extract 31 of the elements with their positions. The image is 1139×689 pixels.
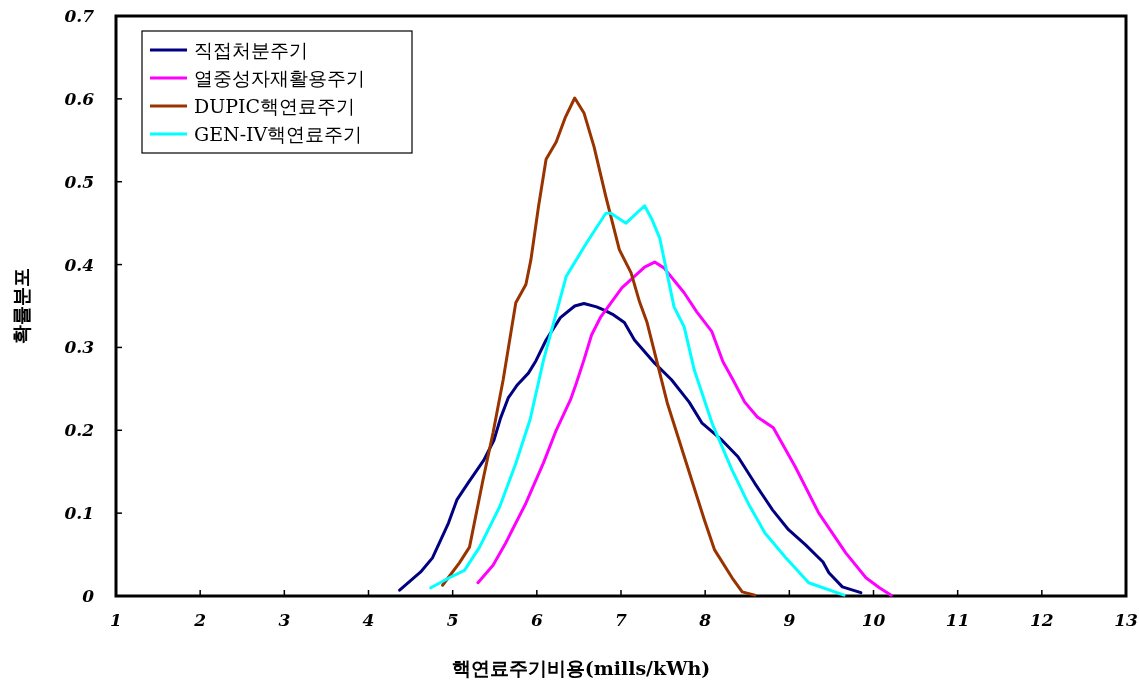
y-tick-label: 0.2 (64, 420, 95, 441)
line-series (398, 302, 863, 595)
line-series (429, 204, 846, 597)
x-tick-label: 4 (362, 610, 375, 630)
y-tick-label: 0.6 (64, 88, 95, 109)
x-tick-label: 7 (615, 610, 628, 630)
y-tick-label: 0.7 (64, 6, 95, 26)
x-tick-label: 1 (110, 610, 122, 630)
y-tick-label: 0.5 (64, 171, 94, 192)
line-series (441, 96, 757, 597)
y-tick-label: 0 (82, 586, 95, 606)
legend-label: DUPIC핵연료주기 (194, 95, 356, 117)
y-tick-label: 0.1 (64, 503, 94, 524)
line-series (476, 260, 893, 597)
legend-label: 직접처분주기 (194, 39, 308, 61)
legend-label: GEN-IV핵연료주기 (194, 123, 363, 145)
x-tick-label: 13 (1114, 610, 1138, 630)
y-tick-label: 0.4 (64, 254, 94, 275)
y-axis-title: 확률분포 (10, 268, 32, 344)
legend-label: 열중성자재활용주기 (194, 67, 365, 89)
x-tick-label: 10 (861, 610, 886, 630)
x-tick-label: 2 (193, 610, 207, 630)
x-tick-label: 3 (278, 610, 291, 630)
x-tick-label: 11 (945, 610, 970, 630)
x-axis-title: 핵연료주기비용(mills/kWh) (451, 657, 711, 679)
x-tick-label: 5 (446, 610, 459, 630)
x-tick-label: 8 (698, 610, 712, 630)
y-tick-label: 0.3 (64, 337, 95, 358)
x-tick-label: 12 (1030, 610, 1054, 630)
x-tick-label: 6 (530, 610, 543, 630)
x-tick-label: 9 (783, 610, 796, 630)
